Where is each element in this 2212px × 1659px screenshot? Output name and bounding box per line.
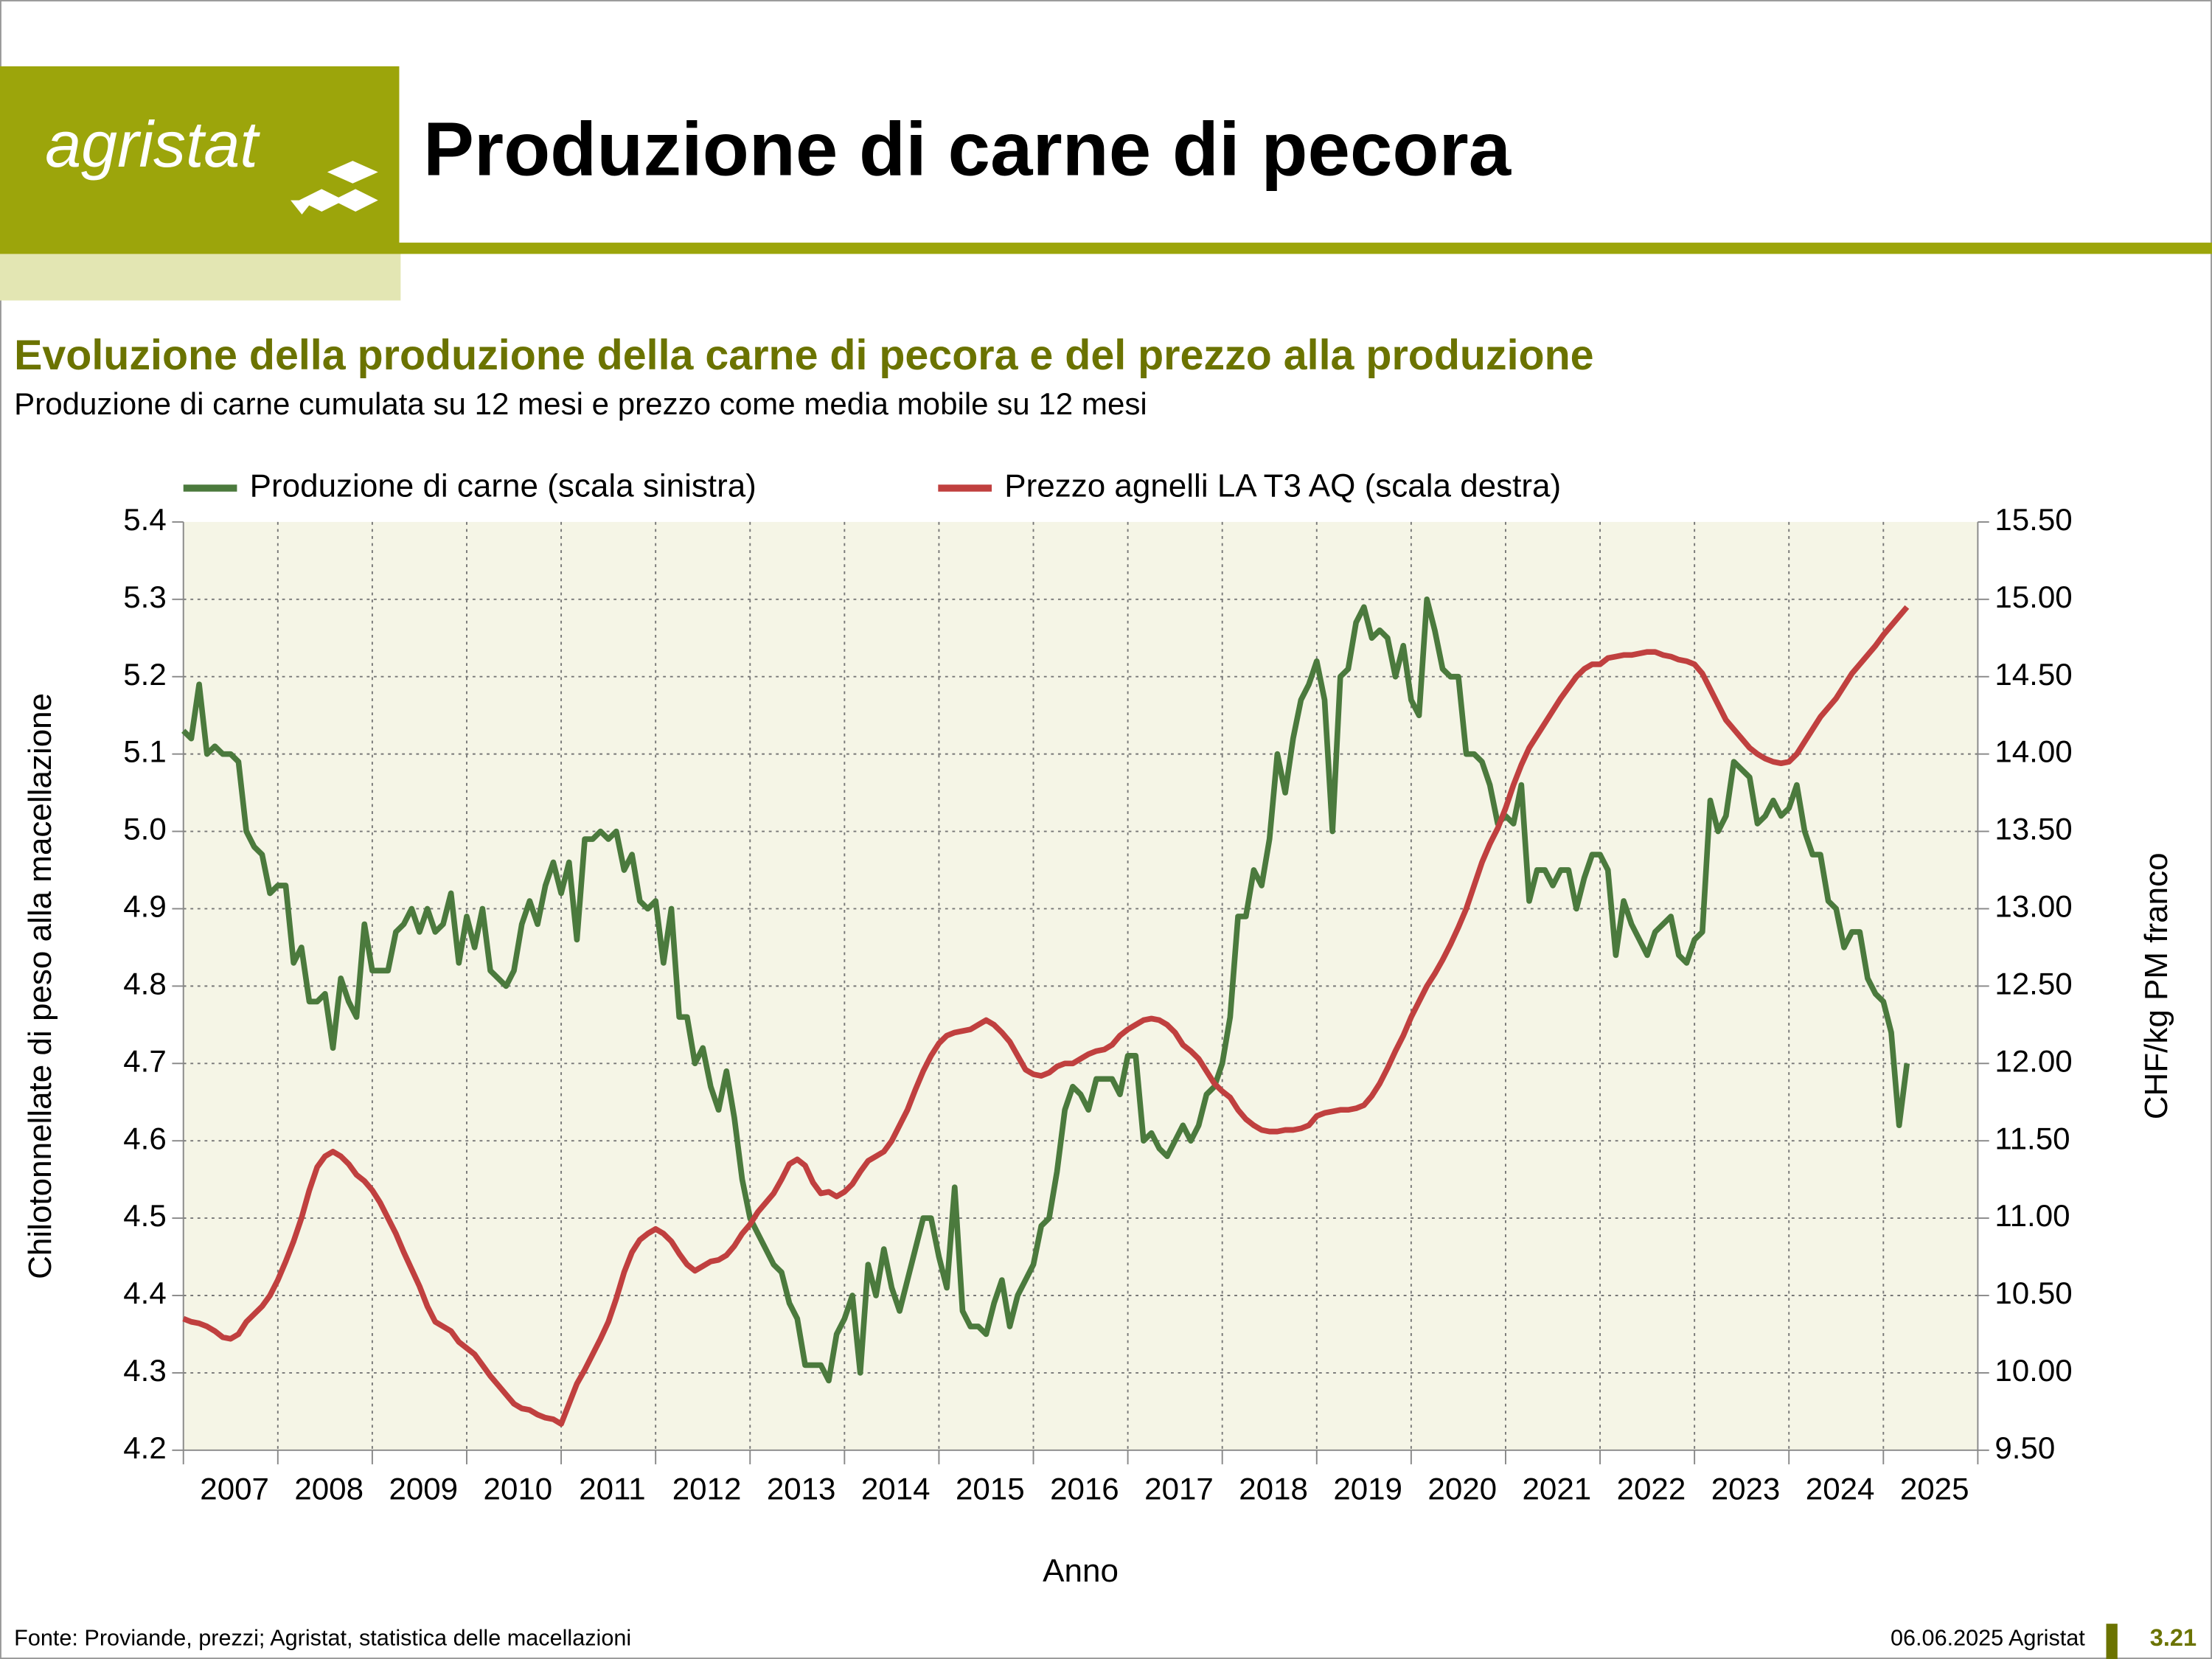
y-tick-label: 4.5 bbox=[123, 1198, 166, 1233]
legend-label: Produzione di carne (scala sinistra) bbox=[250, 468, 757, 504]
y2-tick-label: 14.00 bbox=[1994, 734, 2072, 769]
header-rule bbox=[0, 243, 2212, 254]
x-tick-label: 2019 bbox=[1333, 1471, 1402, 1506]
y-tick-label: 4.7 bbox=[123, 1043, 166, 1078]
y-tick-label: 5.0 bbox=[123, 812, 166, 846]
x-tick-label: 2025 bbox=[1900, 1471, 1969, 1506]
logo-text: agristat bbox=[45, 108, 260, 181]
y-tick-label: 4.4 bbox=[123, 1276, 166, 1310]
y2-tick-label: 10.00 bbox=[1994, 1353, 2072, 1388]
x-tick-label: 2013 bbox=[767, 1471, 836, 1506]
x-tick-label: 2011 bbox=[579, 1471, 645, 1506]
chart-subtitle: Produzione di carne cumulata su 12 mesi … bbox=[14, 386, 1147, 421]
logo-box bbox=[0, 66, 400, 244]
y2-axis-title: CHF/kg PM franco bbox=[2138, 852, 2174, 1119]
footer-page: 3.21 bbox=[2150, 1624, 2197, 1651]
footer-source: Fonte: Proviande, prezzi; Agristat, stat… bbox=[14, 1625, 631, 1650]
page-title: Produzione di carne di pecora bbox=[423, 106, 1512, 192]
y-tick-label: 4.2 bbox=[123, 1430, 166, 1465]
x-tick-label: 2012 bbox=[672, 1471, 742, 1506]
x-tick-label: 2023 bbox=[1711, 1471, 1781, 1506]
x-tick-label: 2017 bbox=[1144, 1471, 1214, 1506]
y2-tick-label: 13.00 bbox=[1994, 889, 2072, 924]
y2-tick-label: 15.00 bbox=[1994, 580, 2072, 614]
x-tick-label: 2010 bbox=[484, 1471, 553, 1506]
x-tick-label: 2024 bbox=[1806, 1471, 1875, 1506]
legend-label: Prezzo agnelli LA T3 AQ (scala destra) bbox=[1004, 468, 1561, 504]
series-line bbox=[182, 605, 1910, 1427]
series-line bbox=[181, 596, 1910, 1384]
x-tick-label: 2021 bbox=[1523, 1471, 1592, 1506]
y2-tick-label: 11.00 bbox=[1994, 1198, 2070, 1233]
y-tick-label: 4.9 bbox=[123, 889, 166, 924]
y2-tick-label: 10.50 bbox=[1994, 1276, 2072, 1310]
logo-icon bbox=[291, 161, 378, 215]
y2-tick-label: 15.50 bbox=[1994, 502, 2072, 537]
x-tick-label: 2016 bbox=[1050, 1471, 1119, 1506]
x-tick-label: 2009 bbox=[389, 1471, 458, 1506]
footer-date: 06.06.2025 Agristat bbox=[1891, 1625, 2085, 1650]
x-tick-label: 2022 bbox=[1617, 1471, 1686, 1506]
y-axis-title: Chilotonnellate di peso alla macellazion… bbox=[22, 693, 58, 1279]
y2-tick-label: 11.50 bbox=[1994, 1121, 2070, 1155]
y2-tick-label: 9.50 bbox=[1994, 1430, 2055, 1465]
y-tick-label: 5.3 bbox=[123, 580, 166, 614]
y-tick-label: 4.8 bbox=[123, 966, 166, 1001]
y-tick-label: 5.1 bbox=[123, 734, 166, 769]
x-tick-label: 2018 bbox=[1239, 1471, 1308, 1506]
y2-tick-label: 14.50 bbox=[1994, 657, 2072, 692]
y-tick-label: 5.4 bbox=[123, 502, 166, 537]
x-tick-label: 2015 bbox=[956, 1471, 1025, 1506]
y-tick-label: 4.6 bbox=[123, 1121, 166, 1155]
footer-bar bbox=[2106, 1624, 2118, 1659]
y2-tick-label: 13.50 bbox=[1994, 812, 2072, 846]
x-axis-title: Anno bbox=[1043, 1553, 1119, 1589]
chart-title: Evoluzione della produzione della carne … bbox=[14, 332, 1593, 379]
x-tick-label: 2007 bbox=[200, 1471, 269, 1506]
x-tick-label: 2020 bbox=[1427, 1471, 1497, 1506]
y2-tick-label: 12.50 bbox=[1994, 966, 2072, 1001]
y-tick-label: 4.3 bbox=[123, 1353, 166, 1388]
y2-tick-label: 12.00 bbox=[1994, 1043, 2072, 1078]
x-tick-label: 2008 bbox=[294, 1471, 364, 1506]
x-tick-label: 2014 bbox=[861, 1471, 931, 1506]
y-tick-label: 5.2 bbox=[123, 657, 166, 692]
